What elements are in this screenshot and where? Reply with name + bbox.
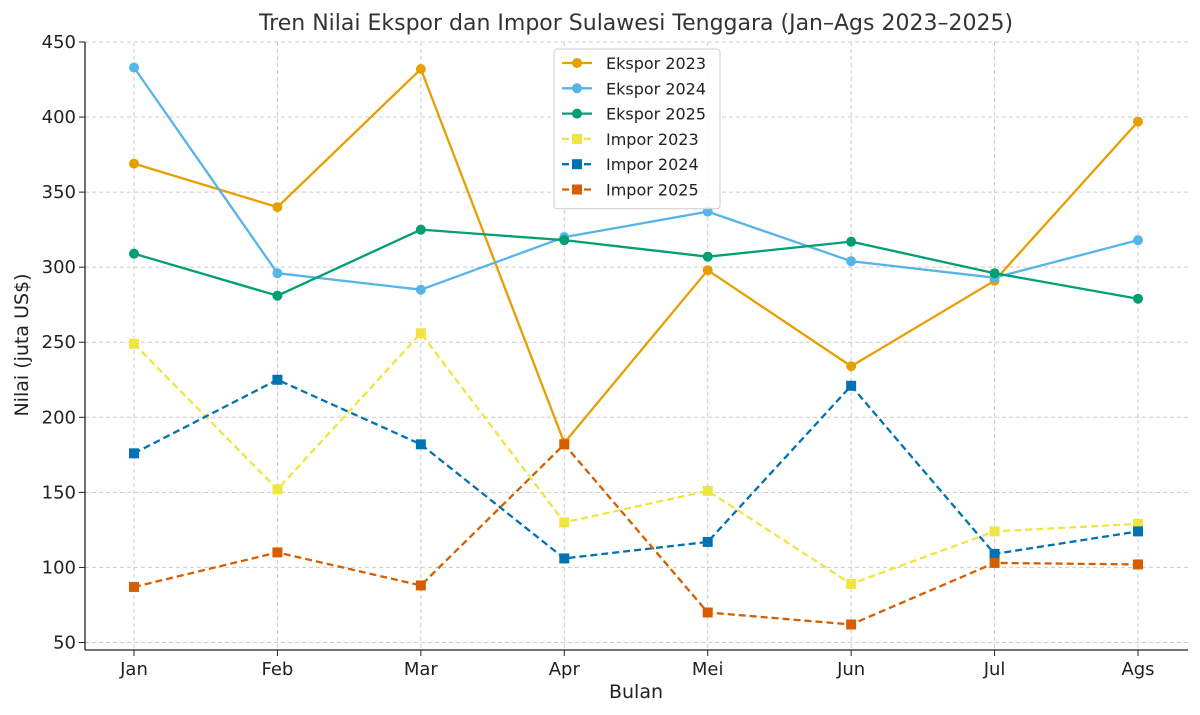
data-point-ekspor-2023: [129, 158, 139, 169]
y-tick-label: 50: [53, 632, 76, 653]
data-point-ekspor-2023: [1133, 116, 1143, 127]
series-impor-2023: [129, 328, 1143, 589]
legend-marker: [572, 184, 582, 195]
legend-marker: [572, 108, 582, 119]
data-point-ekspor-2025: [702, 251, 713, 262]
data-point-impor-2023: [1133, 518, 1143, 529]
data-point-ekspor-2023: [415, 64, 426, 75]
data-point-ekspor-2023: [702, 265, 713, 276]
data-point-impor-2023: [415, 328, 426, 339]
legend-item-ekspor-2024: Ekspor 2024: [562, 79, 706, 98]
series-line-ekspor-2024: [133, 66, 1139, 291]
legend-marker: [572, 159, 582, 170]
y-tick-label: 300: [42, 257, 76, 278]
y-tick-label: 350: [42, 182, 76, 203]
series-impor-2025: [129, 439, 1143, 630]
legend-label: Impor 2024: [606, 155, 699, 174]
y-tick-label: 250: [42, 332, 76, 353]
data-point-impor-2023: [989, 526, 1000, 537]
y-tick-label: 100: [42, 557, 76, 578]
data-point-impor-2024: [846, 380, 857, 391]
data-point-ekspor-2025: [559, 235, 570, 246]
data-point-ekspor-2024: [846, 256, 857, 267]
legend-marker: [572, 58, 582, 68]
data-point-impor-2023: [846, 578, 857, 589]
series-line-ekspor-2025: [133, 228, 1139, 300]
y-tick-label: 150: [42, 482, 76, 503]
y-tick-label: 200: [42, 407, 76, 428]
y-tick-label: 450: [42, 32, 76, 53]
y-tick-label: 400: [42, 107, 76, 128]
x-tick-label: Jan: [119, 659, 148, 680]
data-point-ekspor-2024: [1133, 235, 1143, 246]
legend-label: Ekspor 2024: [606, 79, 706, 98]
data-point-impor-2025: [415, 580, 426, 591]
series-line-ekspor-2023: [133, 67, 1139, 444]
legend-label: Impor 2025: [606, 181, 699, 200]
x-tick-label: Mei: [692, 659, 724, 680]
legend: Ekspor 2023 Ekspor 2024 Ekspor 2025 Impor 2…: [553, 48, 721, 210]
data-point-impor-2024: [415, 439, 426, 450]
grid: [85, 41, 1188, 650]
x-tick-label: Feb: [261, 659, 293, 680]
y-axis-label: Nilai (juta US$): [11, 273, 33, 416]
data-point-impor-2024: [1133, 526, 1143, 537]
legend-marker: [572, 83, 582, 94]
series-line-impor-2024: [133, 378, 1139, 560]
legend-item-ekspor-2023: Ekspor 2023: [562, 54, 706, 73]
data-point-impor-2025: [272, 547, 283, 558]
data-point-ekspor-2024: [415, 284, 426, 295]
data-point-ekspor-2024: [272, 268, 283, 279]
legend-label: Impor 2023: [606, 130, 699, 149]
data-point-impor-2024: [702, 536, 713, 547]
data-point-impor-2025: [702, 607, 713, 618]
x-tick-label: Mar: [404, 659, 439, 680]
data-point-impor-2025: [1133, 559, 1143, 570]
data-point-impor-2025: [129, 581, 139, 592]
legend-item-impor-2025: Impor 2025: [562, 181, 699, 200]
data-point-ekspor-2023: [272, 202, 283, 213]
x-tick-label: Ags: [1121, 659, 1154, 680]
series-line-impor-2023: [133, 332, 1139, 586]
x-tick-label: Jul: [983, 659, 1006, 680]
legend-label: Ekspor 2023: [606, 54, 706, 73]
data-point-ekspor-2023: [846, 361, 857, 372]
legend-item-impor-2024: Impor 2024: [562, 155, 699, 174]
x-tick-label: Jun: [836, 659, 865, 680]
series-impor-2024: [129, 374, 1143, 564]
data-point-impor-2024: [989, 548, 1000, 559]
tick-labels: Jan Feb Mar Apr Mei Jun Jul Ags 50 100 150 200 250 30…: [42, 32, 1155, 680]
data-point-impor-2023: [702, 485, 713, 496]
legend-item-impor-2023: Impor 2023: [562, 130, 699, 149]
data-point-ekspor-2025: [989, 268, 1000, 279]
legend-item-ekspor-2025: Ekspor 2025: [562, 105, 706, 124]
series-line-impor-2025: [133, 443, 1139, 626]
data-point-ekspor-2025: [1133, 293, 1143, 304]
axes: [79, 41, 1188, 656]
data-point-impor-2024: [272, 374, 283, 385]
data-point-impor-2023: [559, 517, 570, 528]
data-point-impor-2024: [129, 448, 139, 459]
legend-box: [553, 48, 721, 210]
chart-title: Tren Nilai Ekspor dan Impor Sulawesi Ten…: [258, 11, 1013, 36]
x-axis-label: Bulan: [609, 681, 663, 703]
series-layer: [129, 62, 1143, 630]
data-point-ekspor-2025: [129, 248, 139, 259]
legend-marker: [572, 133, 582, 144]
data-point-ekspor-2025: [272, 290, 283, 301]
data-point-impor-2025: [989, 557, 1000, 568]
data-point-impor-2024: [559, 553, 570, 564]
data-point-impor-2023: [129, 338, 139, 349]
x-tick-label: Apr: [549, 659, 581, 680]
data-point-impor-2025: [559, 439, 570, 450]
data-point-impor-2025: [846, 619, 857, 630]
data-point-ekspor-2025: [415, 224, 426, 235]
legend-label: Ekspor 2025: [606, 105, 706, 124]
series-ekspor-2025: [129, 224, 1143, 304]
data-point-ekspor-2024: [129, 62, 139, 73]
data-point-ekspor-2025: [846, 236, 857, 247]
data-point-impor-2023: [272, 484, 283, 495]
